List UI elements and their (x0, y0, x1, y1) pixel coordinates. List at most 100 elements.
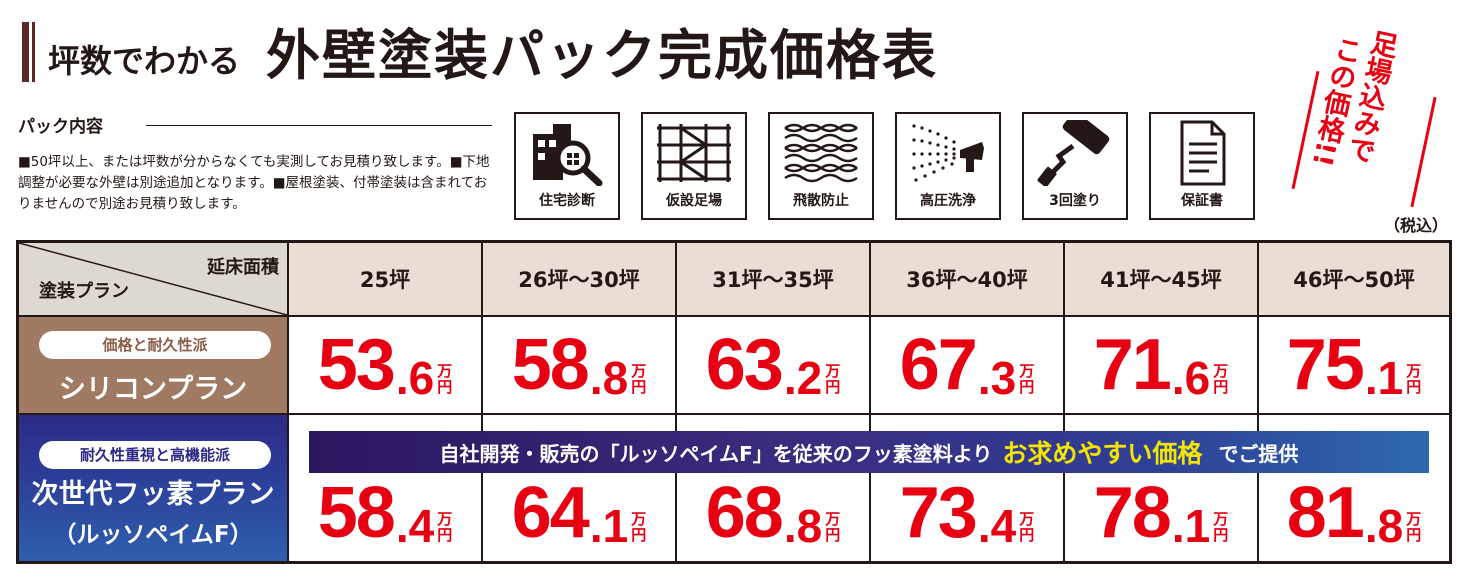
price-integer: 81 (1286, 473, 1365, 553)
price-unit: 万円 (1406, 511, 1421, 543)
price-cell: 67.3 万円 (871, 317, 1063, 413)
price-value: 58.4 万円 (318, 477, 452, 549)
price-cell: 63.2 万円 (677, 317, 869, 413)
unit-yen: 円 (1019, 526, 1035, 544)
price-integer: 58 (511, 325, 590, 405)
price-cell: 71.6 万円 (1065, 317, 1257, 413)
price-value: 71.6 万円 (1094, 329, 1228, 401)
price-unit: 万円 (1019, 511, 1034, 543)
plan-name: 次世代フッ素プラン (31, 479, 275, 510)
column-header: 31坪～35坪 (677, 243, 869, 315)
price-decimal: .4 (395, 500, 435, 552)
price-integer: 53 (317, 325, 396, 405)
price-decimal: .6 (1171, 352, 1211, 404)
unit-yen: 円 (631, 526, 647, 544)
price-unit: 万円 (1019, 363, 1034, 395)
pack-item-label: 3回塗り (1049, 193, 1101, 209)
price-decimal: .4 (977, 500, 1017, 552)
price-cell: 75.1 万円 (1259, 317, 1449, 413)
unit-man: 万 (631, 510, 647, 528)
unit-yen: 円 (437, 378, 453, 396)
corner-floor-area: 延床面積 (207, 257, 279, 278)
price-table: 延床面積 塗装プラン 25坪 26坪～30坪 31坪～35坪 36坪～40坪 4… (16, 240, 1452, 564)
unit-man: 万 (437, 510, 453, 528)
price-value: 63.2 万円 (706, 329, 840, 401)
plan-name: シリコンプラン (58, 374, 248, 405)
page-subtitle: 坪数でわかる (48, 42, 241, 80)
price-value: 58.8 万円 (512, 329, 646, 401)
price-unit: 万円 (437, 363, 452, 395)
corner-plan: 塗装プラン (39, 281, 129, 302)
house-magnifier-icon (533, 124, 603, 186)
unit-yen: 円 (437, 526, 453, 544)
price-unit: 万円 (631, 511, 646, 543)
pack-item-label: 高圧洗浄 (920, 193, 976, 209)
price-integer: 73 (899, 473, 978, 553)
pack-item-label: 仮設足場 (666, 193, 722, 209)
pack-item-coating: 3回塗り (1022, 112, 1128, 220)
price-decimal: .2 (783, 352, 823, 404)
unit-man: 万 (1406, 362, 1422, 380)
price-value: 68.8 万円 (706, 477, 840, 549)
price-decimal: .8 (783, 500, 823, 552)
promo-banner: 自社開発・販売の「ルッソペイムF」を従来のフッ素塗料より お求めやすい価格 でご… (309, 431, 1429, 473)
column-header: 26坪～30坪 (483, 243, 675, 315)
stamp-line-right (1410, 96, 1437, 208)
pack-item-scaffold: 仮設足場 (641, 112, 747, 220)
unit-man: 万 (825, 362, 841, 380)
price-value: 78.1 万円 (1094, 477, 1228, 549)
price-integer: 78 (1093, 473, 1172, 553)
unit-yen: 円 (631, 378, 647, 396)
price-cell: 53.6 万円 (289, 317, 481, 413)
price-decimal: .1 (589, 500, 629, 552)
pack-item-washing: 高圧洗浄 (895, 112, 1001, 220)
unit-yen: 円 (1406, 378, 1422, 396)
price-decimal: .6 (395, 352, 435, 404)
scaffold-included-stamp: 足場込みで この価格!! (1291, 18, 1440, 208)
column-header: 25坪 (289, 243, 481, 315)
price-integer: 75 (1286, 325, 1365, 405)
unit-man: 万 (631, 362, 647, 380)
price-unit: 万円 (1213, 363, 1228, 395)
plan-tag: 耐久性重視と高機能派 (39, 441, 271, 469)
column-header: 36坪～40坪 (871, 243, 1063, 315)
scaffold-icon (657, 124, 731, 182)
price-value: 53.6 万円 (318, 329, 452, 401)
page-title: 坪数でわかる 外壁塗装パック完成価格表 (48, 10, 938, 90)
table-corner: 延床面積 塗装プラン (19, 243, 287, 315)
price-value: 67.3 万円 (900, 329, 1034, 401)
pack-item-label: 飛散防止 (793, 193, 849, 209)
pack-item-warranty: 保証書 (1149, 112, 1255, 220)
unit-man: 万 (1019, 510, 1035, 528)
price-decimal: .8 (589, 352, 629, 404)
price-unit: 万円 (825, 363, 840, 395)
price-cell: 58.8 万円 (483, 317, 675, 413)
plan-product-name: （ルッソペイムF） (53, 522, 253, 548)
unit-yen: 円 (825, 526, 841, 544)
tax-included-note: （税込） (1384, 216, 1449, 235)
price-unit: 万円 (1406, 363, 1421, 395)
plan-fluoro: 耐久性重視と高機能派 次世代フッ素プラン （ルッソペイムF） (19, 415, 287, 561)
pressure-washer-icon (912, 124, 984, 182)
price-decimal: .1 (1364, 352, 1404, 404)
unit-man: 万 (1213, 510, 1229, 528)
pack-item-label: 保証書 (1181, 193, 1223, 209)
pack-divider (146, 125, 492, 126)
mesh-net-icon (784, 123, 858, 183)
price-unit: 万円 (437, 511, 452, 543)
unit-man: 万 (825, 510, 841, 528)
price-value: 81.8 万円 (1287, 477, 1421, 549)
plan-silicon: 価格と耐久性派 シリコンプラン (19, 317, 287, 413)
price-value: 64.1 万円 (512, 477, 646, 549)
unit-man: 万 (1213, 362, 1229, 380)
banner-tail: でご提供 (1218, 441, 1299, 466)
unit-yen: 円 (1019, 378, 1035, 396)
pack-description: ■50坪以上、または坪数が分からなくても実測してお見積り致します。■下地調整が必… (18, 154, 490, 212)
price-unit: 万円 (1213, 511, 1228, 543)
unit-man: 万 (1019, 362, 1035, 380)
unit-yen: 円 (1406, 526, 1422, 544)
document-icon (1180, 120, 1226, 186)
title-accent-bar (22, 22, 32, 82)
paint-roller-icon (1037, 120, 1110, 186)
column-header: 41坪～45坪 (1065, 243, 1257, 315)
